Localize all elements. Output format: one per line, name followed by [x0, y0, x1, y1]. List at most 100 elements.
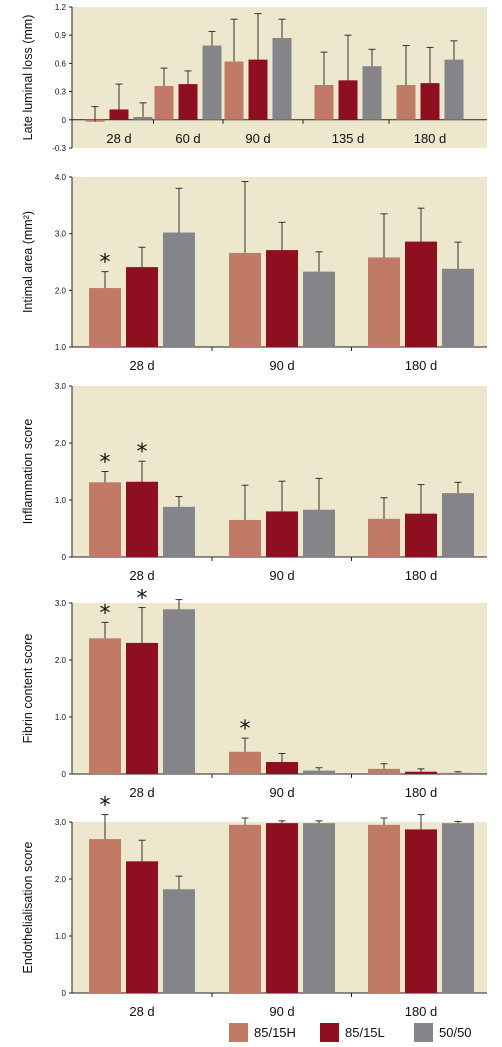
- bar: [163, 609, 195, 774]
- bar: [126, 861, 158, 993]
- y-tick-label: 0: [62, 116, 67, 125]
- bar: [442, 823, 474, 993]
- y-axis-label: Endothelialisation score: [21, 841, 35, 973]
- bar: [266, 511, 298, 557]
- y-axis-label: Intimal area (mm²): [21, 211, 35, 313]
- bar: [248, 59, 268, 120]
- chart-panel: 0 1.0 2.0 3.0 Endothelialisation score 28 d 90…: [21, 794, 487, 1019]
- y-tick-label: 0: [62, 553, 67, 562]
- y-axis-label: Fibrin content score: [21, 634, 35, 744]
- y-tick-label: 1.0: [55, 343, 67, 352]
- bar: [224, 61, 244, 120]
- chart-panel: 0 1.0 2.0 3.0 Inflammation score 28 d 90 d 180 …: [21, 382, 487, 583]
- bar: [89, 482, 121, 557]
- significance-marker: *: [100, 794, 111, 819]
- x-category-label: 28 d: [129, 568, 154, 583]
- bar: [163, 889, 195, 993]
- bar: [442, 268, 474, 347]
- y-tick-label: 3.0: [55, 599, 67, 608]
- legend-label: 85/15L: [345, 1025, 385, 1040]
- x-category-label: 180 d: [405, 358, 438, 373]
- bar: [368, 518, 400, 557]
- bar: [89, 638, 121, 774]
- x-category-label: 90 d: [269, 568, 294, 583]
- bar: [272, 38, 292, 120]
- x-category-label: 28 d: [129, 785, 154, 800]
- bar: [405, 513, 437, 557]
- bar: [89, 839, 121, 993]
- y-tick-label: 4.0: [55, 173, 67, 182]
- y-tick-label: 2.0: [55, 656, 67, 665]
- y-tick-label: 0.6: [55, 59, 67, 68]
- bar: [442, 493, 474, 557]
- bar: [368, 824, 400, 993]
- legend-swatch: [229, 1023, 248, 1042]
- y-tick-label: 3.0: [55, 382, 67, 391]
- significance-marker: *: [137, 587, 148, 612]
- x-category-label: 28 d: [129, 358, 154, 373]
- x-category-label: 90 d: [245, 131, 270, 146]
- y-tick-label: 1.2: [55, 3, 67, 12]
- y-tick-label: 1.0: [55, 713, 67, 722]
- bar: [442, 772, 474, 774]
- legend-item: 50/50: [414, 1023, 472, 1042]
- chart-panel: -0.3 0 0.3 0.6 0.9 1.2 Late luminal loss (mm) 2…: [21, 3, 487, 153]
- legend-item: 85/15H: [229, 1023, 296, 1042]
- legend-swatch: [320, 1023, 339, 1042]
- significance-marker: *: [100, 451, 111, 476]
- bar: [202, 45, 222, 120]
- y-tick-label: 2.0: [55, 875, 67, 884]
- significance-marker: *: [137, 440, 148, 465]
- x-category-label: 60 d: [175, 131, 200, 146]
- significance-marker: *: [100, 251, 111, 276]
- bar: [314, 85, 334, 120]
- y-tick-label: 3.0: [55, 818, 67, 827]
- y-axis-label: Late luminal loss (mm): [21, 15, 35, 141]
- bar: [303, 823, 335, 993]
- panels: -0.3 0 0.3 0.6 0.9 1.2 Late luminal loss (mm) 2…: [21, 3, 487, 1019]
- bar: [229, 751, 261, 774]
- bar: [89, 288, 121, 347]
- bar: [362, 66, 382, 120]
- y-tick-label: 2.0: [55, 439, 67, 448]
- y-tick-label: 0.3: [55, 88, 67, 97]
- bar: [229, 824, 261, 993]
- y-tick-label: 1.0: [55, 496, 67, 505]
- significance-marker: *: [240, 717, 251, 742]
- bar: [368, 257, 400, 347]
- legend: 85/15H 85/15L 50/50: [229, 1023, 472, 1042]
- x-category-label: 90 d: [269, 785, 294, 800]
- x-category-label: 90 d: [269, 358, 294, 373]
- bar: [396, 85, 416, 120]
- bar: [303, 271, 335, 347]
- y-tick-label: 0: [62, 989, 67, 998]
- legend-item: 85/15L: [320, 1023, 385, 1042]
- bar: [405, 771, 437, 774]
- x-category-label: 90 d: [269, 1004, 294, 1019]
- bar: [126, 267, 158, 347]
- bar: [405, 829, 437, 993]
- bar: [266, 250, 298, 347]
- x-category-label: 180 d: [405, 785, 438, 800]
- bar: [303, 770, 335, 774]
- bar: [368, 768, 400, 774]
- bar: [109, 109, 129, 120]
- y-tick-label: 0.9: [55, 31, 67, 40]
- y-tick-label: 1.0: [55, 932, 67, 941]
- chart-panel: 0 1.0 2.0 3.0 Fibrin content score 28 d 90 d 18…: [21, 587, 487, 800]
- bar: [266, 762, 298, 774]
- x-category-label: 28 d: [106, 131, 131, 146]
- bar: [444, 59, 464, 120]
- y-axis-label: Inflammation score: [21, 419, 35, 525]
- y-tick-label: 0: [62, 770, 67, 779]
- bar: [229, 252, 261, 347]
- bar: [163, 232, 195, 347]
- bar: [126, 481, 158, 557]
- bar: [133, 116, 153, 120]
- x-category-label: 135 d: [332, 131, 365, 146]
- y-tick-label: -0.3: [52, 144, 66, 153]
- y-tick-label: 2.0: [55, 286, 67, 295]
- y-tick-label: 3.0: [55, 230, 67, 239]
- bar: [163, 506, 195, 557]
